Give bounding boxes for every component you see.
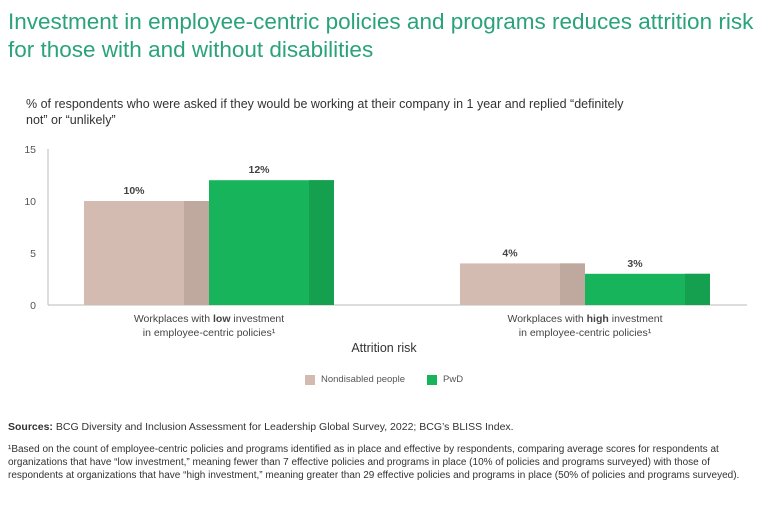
data-label: 4% [502,247,518,259]
data-label: 12% [248,164,270,176]
legend-label-nondisabled: Nondisabled people [321,374,405,385]
sources-label: Sources: [8,421,53,433]
sources-text: BCG Diversity and Inclusion Assessment f… [52,421,514,433]
x-category-label: Workplaces with low investment [134,313,284,325]
chart-title: Investment in employee-centric policies … [8,9,754,62]
legend-swatch-nondisabled [305,374,315,385]
bar-chart: 0 5 10 15 10% 12% Workplaces with low investme… [24,144,747,355]
y-tick-label: 15 [24,144,36,156]
x-category-label: Workplaces with high investment [507,313,662,325]
x-category-label-line2: in employee-centric policies¹ [519,327,652,339]
footnote: ¹Based on the count of employee-centric … [8,444,740,482]
bar-shade [184,201,209,305]
x-category-label-line2: in employee-centric policies¹ [143,327,276,339]
x-axis-title: Attrition risk [351,341,417,355]
y-tick-label: 0 [30,300,36,312]
data-label: 10% [123,185,145,197]
chart-subtitle: % of respondents who were asked if they … [26,97,624,127]
data-label: 3% [627,258,643,270]
y-tick-label: 10 [24,196,36,208]
legend-item-nondisabled: Nondisabled people [305,374,405,385]
sources-note: Sources: BCG Diversity and Inclusion Ass… [8,420,758,434]
legend-label-pwd: PwD [443,374,464,385]
legend-swatch-pwd [427,374,437,385]
y-tick-label: 5 [30,248,36,260]
bar-shade [685,273,710,305]
legend-item-pwd: PwD [427,374,463,385]
bar-shade [309,180,334,305]
bar-shade [560,263,585,305]
